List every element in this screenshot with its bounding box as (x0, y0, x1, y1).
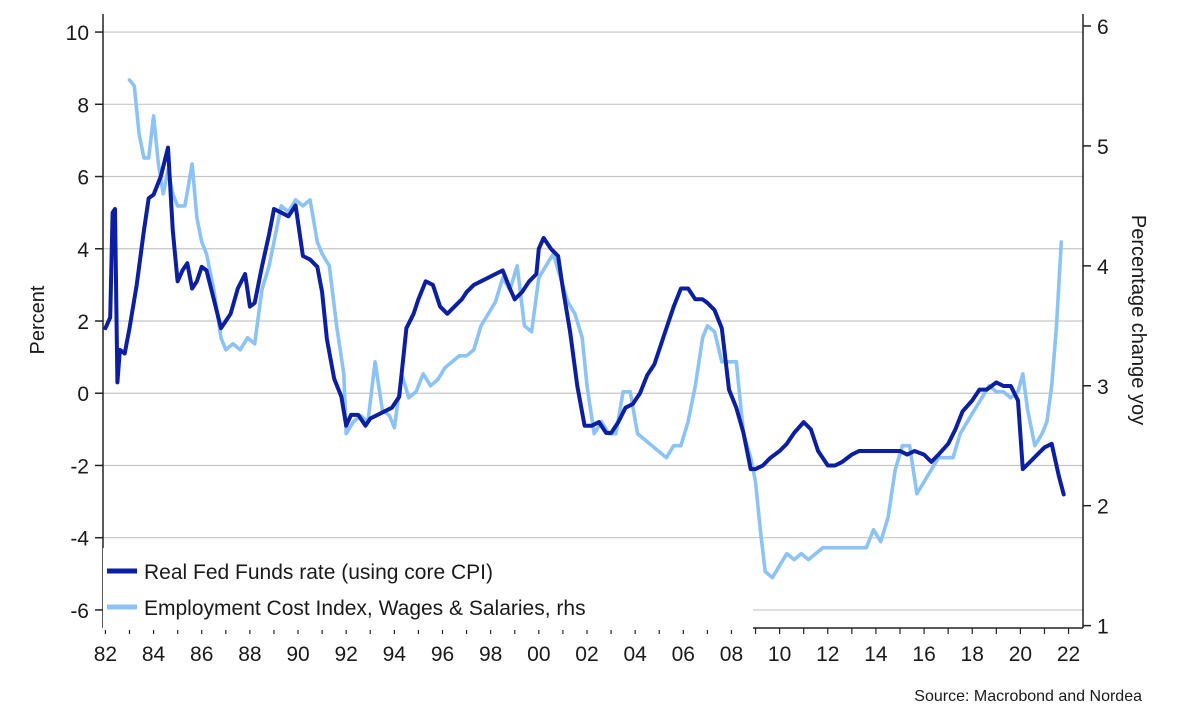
left-tick-label: -2 (70, 455, 89, 478)
left-tick-label: 10 (66, 22, 89, 45)
right-tick-label: 4 (1097, 256, 1109, 279)
left-tick-label: 6 (77, 167, 89, 190)
x-tick-label: 16 (912, 643, 935, 666)
x-tick-label: 98 (479, 643, 502, 666)
right-tick-label: 2 (1097, 496, 1109, 519)
x-tick-label: 84 (142, 643, 166, 666)
legend-label-series-1: Real Fed Funds rate (using core CPI) (144, 561, 493, 584)
y2-axis-title: Percentage change yoy (1127, 215, 1149, 425)
series-lines (103, 78, 1066, 580)
x-tick-label: 14 (864, 643, 888, 666)
x-tick-label: 18 (961, 643, 984, 666)
x-tick-label: 88 (238, 643, 261, 666)
x-tick-label: 94 (383, 643, 407, 666)
x-tick-label: 04 (623, 643, 647, 666)
x-tick-label: 00 (527, 643, 550, 666)
left-tick-label: -4 (70, 528, 89, 551)
left-tick-label: 4 (77, 239, 89, 262)
x-tick-label: 96 (431, 643, 454, 666)
x-tick-label: 82 (94, 643, 117, 666)
legend: Real Fed Funds rate (using core CPI) Emp… (103, 548, 753, 630)
x-tick-label: 06 (672, 643, 695, 666)
right-tick-label: 3 (1097, 376, 1109, 399)
series-line-eci-wages (127, 78, 1064, 580)
x-tick-label: 20 (1009, 643, 1032, 666)
x-tick-label: 12 (816, 643, 839, 666)
right-tick-label: 6 (1097, 16, 1109, 39)
x-tick-label: 86 (190, 643, 213, 666)
x-tick-label: 08 (720, 643, 743, 666)
source-note: Source: Macrobond and Nordea (914, 688, 1142, 705)
left-tick-label: 2 (77, 311, 89, 334)
right-tick-label: 5 (1097, 136, 1109, 159)
x-tick-label: 02 (575, 643, 598, 666)
legend-background (103, 548, 753, 630)
x-tick-label: 92 (335, 643, 358, 666)
x-tick-label: 10 (768, 643, 791, 666)
legend-label-series-2: Employment Cost Index, Wages & Salaries,… (144, 597, 586, 620)
series-line-real-fed-funds (103, 145, 1066, 497)
x-tick-label: 90 (286, 643, 309, 666)
x-tick-label: 22 (1057, 643, 1080, 666)
left-tick-label: 8 (77, 94, 89, 117)
left-tick-label: 0 (77, 383, 89, 406)
left-tick-label: -6 (70, 600, 89, 623)
right-tick-label: 1 (1097, 616, 1109, 639)
gridlines (103, 31, 1083, 611)
y-axis-title: Percent (27, 285, 49, 354)
